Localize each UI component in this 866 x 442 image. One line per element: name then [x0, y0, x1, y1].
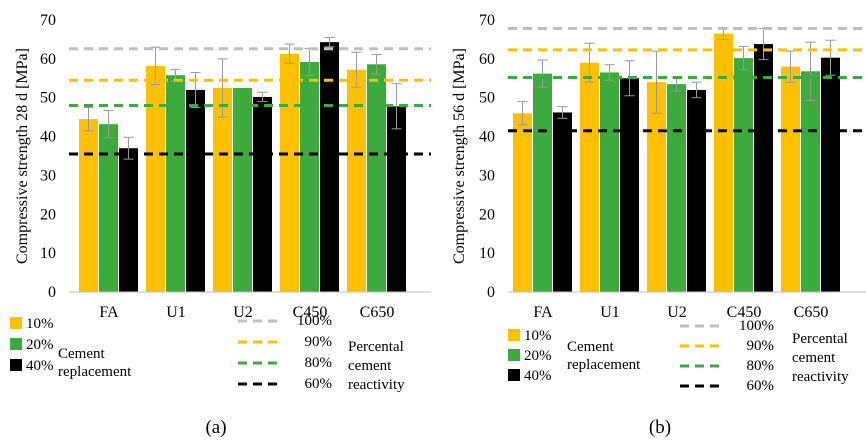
- bar: [119, 148, 138, 292]
- y-tick-label: 40: [40, 129, 56, 146]
- legend-entry: 40%: [26, 358, 54, 374]
- y-tick-label: 60: [40, 51, 56, 68]
- x-tick-label: C450: [727, 304, 762, 321]
- y-tick-label: 30: [479, 167, 495, 184]
- legend-caption: replacement: [58, 364, 132, 380]
- y-tick-label: 20: [479, 206, 495, 223]
- legend-entry: 10%: [26, 316, 54, 332]
- bar: [79, 119, 98, 292]
- bar: [146, 65, 165, 292]
- bar: [253, 96, 272, 293]
- bar: [714, 33, 733, 292]
- legend-swatch: [508, 349, 520, 361]
- bar: [367, 64, 386, 292]
- bar: [99, 124, 118, 292]
- legend-swatch: [10, 317, 22, 329]
- bar: [186, 89, 205, 292]
- chart-panel-a: 0 10 20 30 40 50 60 70 Compressive strength 28 d…: [10, 12, 431, 438]
- bar: [687, 89, 706, 292]
- legend-caption: Percental: [792, 331, 848, 347]
- legend-caption: reactivity: [792, 369, 849, 385]
- y-tick-label: 0: [48, 284, 56, 301]
- legend-entry: 60%: [747, 378, 775, 394]
- bar: [553, 112, 572, 292]
- bar: [233, 88, 252, 292]
- legend-caption: replacement: [567, 357, 641, 373]
- y-tick-label: 70: [479, 12, 495, 29]
- x-tick-label: FA: [99, 304, 119, 321]
- x-tick-label: U2: [233, 304, 253, 321]
- bar: [781, 66, 800, 292]
- chart-panel-b: 0 10 20 30 40 50 60 70 Compressive strength 56 d…: [451, 12, 866, 438]
- legend-entry: 60%: [305, 376, 333, 392]
- legend-swatch: [508, 369, 520, 381]
- legend-caption: cement: [792, 350, 836, 366]
- legend-caption: Percental: [348, 339, 404, 355]
- legend-caption: reactivity: [348, 377, 405, 393]
- legend-swatch: [10, 359, 22, 371]
- y-tick-label: 40: [479, 129, 495, 146]
- bar: [754, 44, 773, 292]
- bar: [801, 71, 820, 292]
- panel-label: (a): [205, 417, 226, 438]
- x-tick-label: C650: [794, 304, 829, 321]
- y-tick-label: 70: [40, 12, 56, 29]
- legend-swatch: [10, 338, 22, 350]
- legend-swatch: [508, 329, 520, 341]
- y-tick-label: 10: [40, 245, 56, 262]
- legend-entry: 10%: [524, 328, 552, 344]
- legend-entry: 20%: [26, 337, 54, 353]
- x-tick-label: C450: [293, 304, 328, 321]
- bar: [734, 58, 753, 292]
- legend-caption: cement: [348, 358, 392, 374]
- bar: [166, 75, 185, 292]
- bar: [300, 61, 319, 292]
- x-tick-label: FA: [533, 304, 553, 321]
- legend-caption: Cement: [567, 339, 614, 355]
- legend-entry: 20%: [524, 348, 552, 364]
- x-tick-label: U1: [166, 304, 186, 321]
- bar: [667, 84, 686, 292]
- bar: [280, 53, 299, 293]
- bar: [347, 69, 366, 292]
- y-tick-label: 10: [479, 245, 495, 262]
- legend-entry: 80%: [305, 355, 333, 371]
- y-tick-label: 20: [40, 206, 56, 223]
- legend-entry: 90%: [747, 338, 775, 354]
- bar: [620, 78, 639, 293]
- bar: [533, 73, 552, 292]
- bar: [821, 57, 840, 292]
- bar: [213, 88, 232, 292]
- bar: [387, 106, 406, 293]
- x-tick-label: U1: [600, 304, 620, 321]
- panel-label: (b): [649, 417, 671, 438]
- legend-entry: 100%: [739, 318, 774, 334]
- x-tick-label: C650: [360, 304, 395, 321]
- y-tick-label: 50: [40, 90, 56, 107]
- y-tick-label: 50: [479, 90, 495, 107]
- legend-entry: 80%: [747, 358, 775, 374]
- y-axis-title: Compressive strength 56 d [MPa]: [451, 48, 468, 264]
- bar: [647, 82, 666, 293]
- bar: [600, 72, 619, 292]
- y-tick-label: 60: [479, 51, 495, 68]
- legend-caption: Cement: [58, 346, 105, 362]
- legend-entry: 90%: [305, 334, 333, 350]
- x-tick-label: U2: [667, 304, 687, 321]
- legend-entry: 100%: [297, 313, 332, 329]
- y-tick-label: 30: [40, 167, 56, 184]
- y-tick-label: 0: [487, 284, 495, 301]
- bar: [513, 113, 532, 292]
- y-axis-title: Compressive strength 28 d [MPa]: [14, 48, 31, 264]
- legend-entry: 40%: [524, 368, 552, 384]
- bar: [580, 62, 599, 292]
